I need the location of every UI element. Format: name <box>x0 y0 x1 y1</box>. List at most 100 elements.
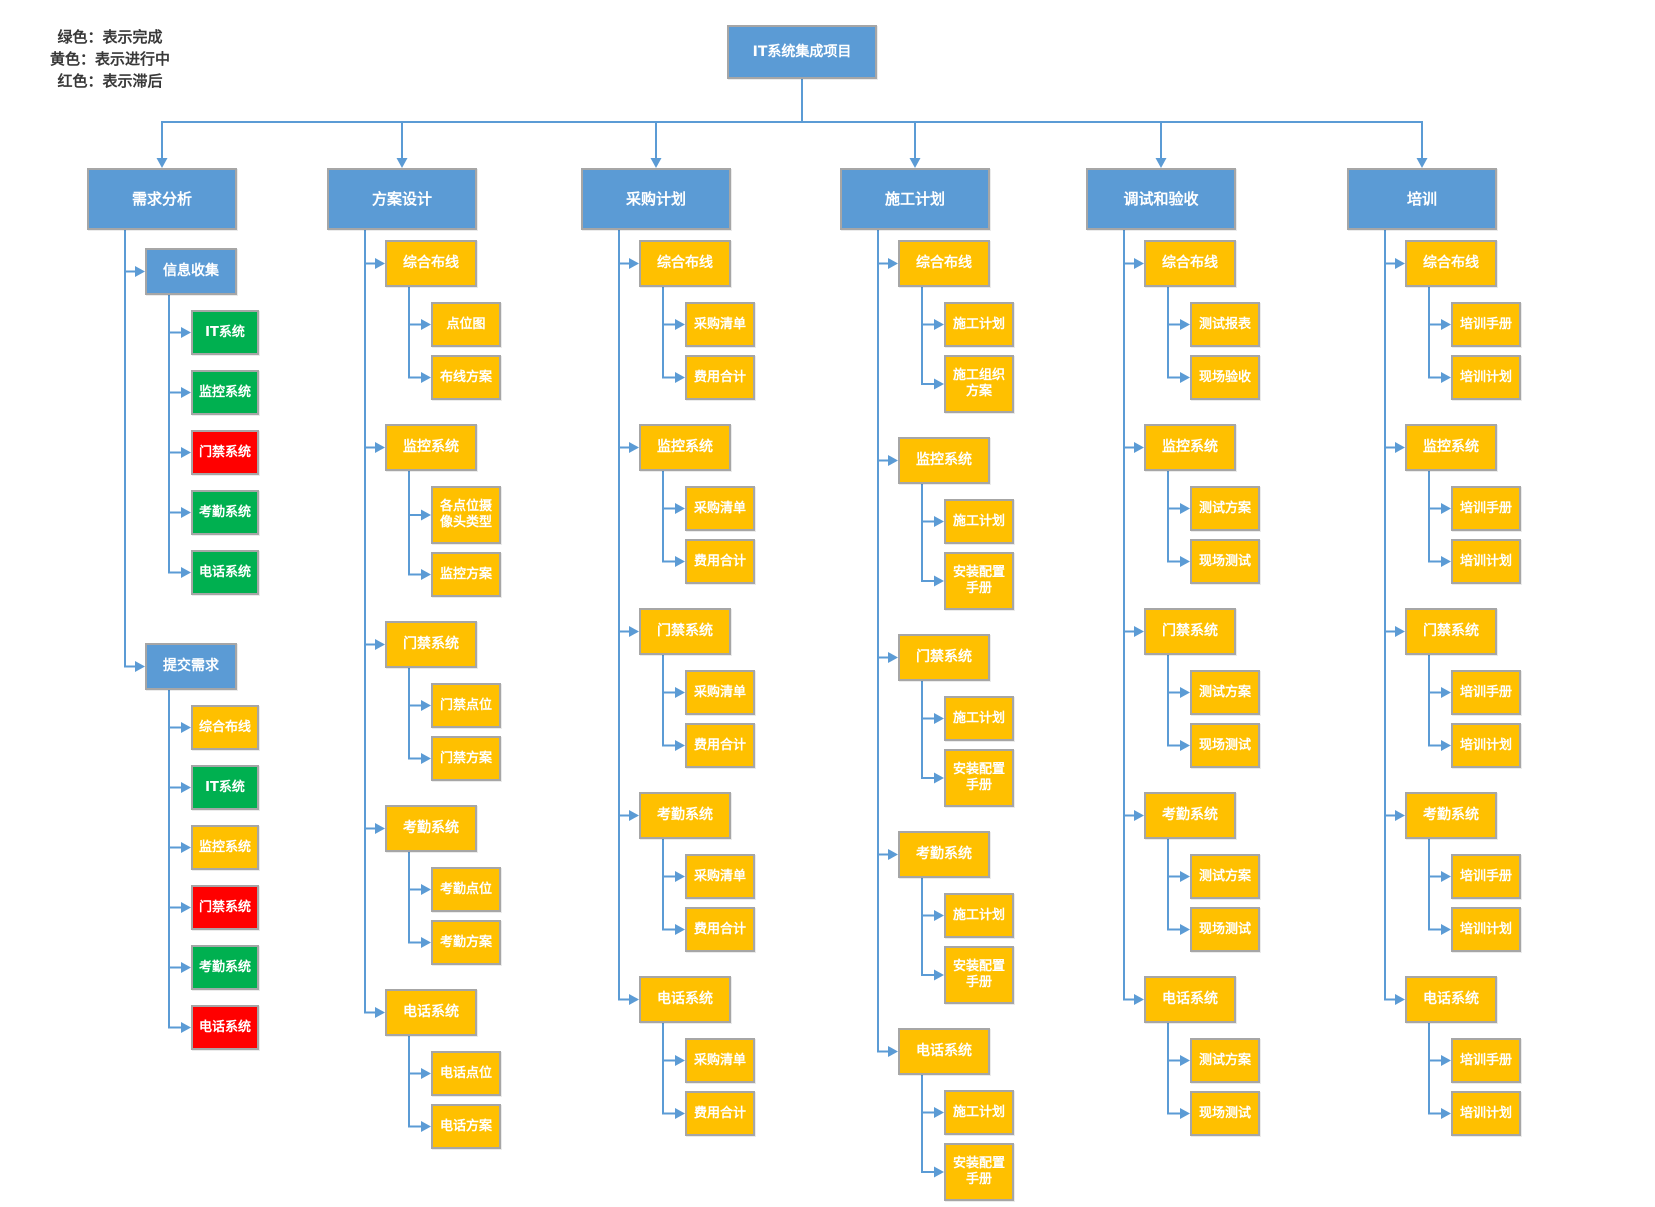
l2-node: 监控系统 <box>1144 424 1236 471</box>
connector-arrowhead <box>675 372 685 383</box>
connector-arrowhead <box>421 319 431 330</box>
connector-arrowhead <box>1180 1108 1190 1119</box>
l3-node: 采购清单 <box>685 670 755 715</box>
column-header-6: 培训 <box>1347 168 1497 230</box>
column-header-4: 施工计划 <box>840 168 990 230</box>
l3-node: 门禁点位 <box>431 683 501 728</box>
l3-node: 监控系统 <box>191 825 259 870</box>
l3-node: 安装配置手册 <box>944 946 1014 1004</box>
column-header-2: 方案设计 <box>327 168 477 230</box>
l3-node: 电话系统 <box>191 1005 259 1050</box>
l3-node: 测试方案 <box>1190 1038 1260 1083</box>
connector-arrowhead <box>181 507 191 518</box>
connector-arrowhead <box>421 1121 431 1132</box>
l2-node: 综合布线 <box>1144 240 1236 287</box>
l2-node: 综合布线 <box>385 240 477 287</box>
connector-arrowhead <box>181 902 191 913</box>
l3-node: 费用合计 <box>685 1091 755 1136</box>
l3-node: 监控系统 <box>191 370 259 415</box>
l2-node: 考勤系统 <box>898 831 990 878</box>
legend-line-complete: 绿色：表示完成 <box>57 28 163 46</box>
connector-arrowhead <box>675 319 685 330</box>
connector-arrowhead <box>1134 442 1144 453</box>
l3-node: 考勤点位 <box>431 867 501 912</box>
connector-arrowhead <box>675 871 685 882</box>
connector-arrowhead <box>675 1108 685 1119</box>
connector-arrowhead <box>375 258 385 269</box>
connector-arrowhead <box>421 753 431 764</box>
l3-node: IT系统 <box>191 765 259 810</box>
l2-node: 考勤系统 <box>1405 792 1497 839</box>
connector-arrowhead <box>934 969 944 981</box>
l3-node: 各点位摄像头类型 <box>431 486 501 544</box>
l2-node: 监控系统 <box>898 437 990 484</box>
l3-node: 电话方案 <box>431 1104 501 1149</box>
connector-arrowhead <box>181 782 191 793</box>
l3-node: 现场测试 <box>1190 723 1260 768</box>
connector-arrowhead <box>181 327 191 338</box>
connector-arrowhead <box>375 442 385 453</box>
connector-arrowhead <box>934 516 944 527</box>
connector-arrowhead <box>1180 319 1190 330</box>
l2-node: 电话系统 <box>385 989 477 1036</box>
connector-arrowhead <box>1180 871 1190 882</box>
l2-node: 综合布线 <box>639 240 731 287</box>
connector-arrowhead <box>1134 626 1144 637</box>
connector-arrowhead <box>888 652 898 663</box>
l3-node: 施工计划 <box>944 499 1014 544</box>
l3-node: 考勤系统 <box>191 490 259 535</box>
connector-arrowhead <box>1441 319 1451 330</box>
l3-node: 培训计划 <box>1451 355 1521 400</box>
l3-node: 电话系统 <box>191 550 259 595</box>
connector-arrowhead <box>1395 626 1405 637</box>
connector-arrowhead <box>1441 372 1451 383</box>
l3-node: 采购清单 <box>685 486 755 531</box>
connector-arrowhead <box>181 447 191 458</box>
connector-arrowhead <box>181 842 191 853</box>
l2-node: 监控系统 <box>639 424 731 471</box>
connector-arrowhead <box>1180 687 1190 698</box>
connector-arrowhead <box>909 158 921 168</box>
connector-arrowhead <box>934 772 944 784</box>
connector-arrowhead <box>1441 503 1451 514</box>
connector-arrowhead <box>675 924 685 935</box>
l3-node: 培训计划 <box>1451 723 1521 768</box>
connector-arrowhead <box>1416 158 1428 168</box>
l3-node: 施工计划 <box>944 893 1014 938</box>
connector-arrowhead <box>421 884 431 895</box>
connector-arrowhead <box>421 1068 431 1079</box>
legend-line-delayed: 红色：表示滞后 <box>57 72 163 90</box>
l3-node: 培训手册 <box>1451 854 1521 899</box>
column-header-5: 调试和验收 <box>1086 168 1236 230</box>
connector-arrowhead <box>888 1046 898 1057</box>
l3-node: 费用合计 <box>685 355 755 400</box>
connector-arrowhead <box>675 1055 685 1066</box>
connector-arrowhead <box>135 266 145 277</box>
l2-node: 综合布线 <box>898 240 990 287</box>
l3-node: 布线方案 <box>431 355 501 400</box>
connector-arrowhead <box>375 823 385 834</box>
l3-node: 门禁系统 <box>191 885 259 930</box>
l3-node: 监控方案 <box>431 552 501 597</box>
l3-node: 现场测试 <box>1190 539 1260 584</box>
connector-arrowhead <box>650 158 662 168</box>
l2-node: 门禁系统 <box>898 634 990 681</box>
l3-node: 电话点位 <box>431 1051 501 1096</box>
connector-arrowhead <box>1180 372 1190 383</box>
l3-node: 综合布线 <box>191 705 259 750</box>
connector-arrowhead <box>629 442 639 453</box>
l2-node: 监控系统 <box>1405 424 1497 471</box>
l2-node: 考勤系统 <box>639 792 731 839</box>
l2-node: 电话系统 <box>639 976 731 1023</box>
connector-arrowhead <box>375 639 385 650</box>
l2-node: 考勤系统 <box>1144 792 1236 839</box>
connector-arrowhead <box>1441 556 1451 567</box>
connector-arrowhead <box>181 722 191 733</box>
l3-node: 培训计划 <box>1451 907 1521 952</box>
connector-arrowhead <box>1155 158 1167 168</box>
connector-arrowhead <box>1441 687 1451 698</box>
connector-arrowhead <box>888 455 898 466</box>
l3-node: 费用合计 <box>685 723 755 768</box>
l3-node: 现场测试 <box>1190 907 1260 952</box>
